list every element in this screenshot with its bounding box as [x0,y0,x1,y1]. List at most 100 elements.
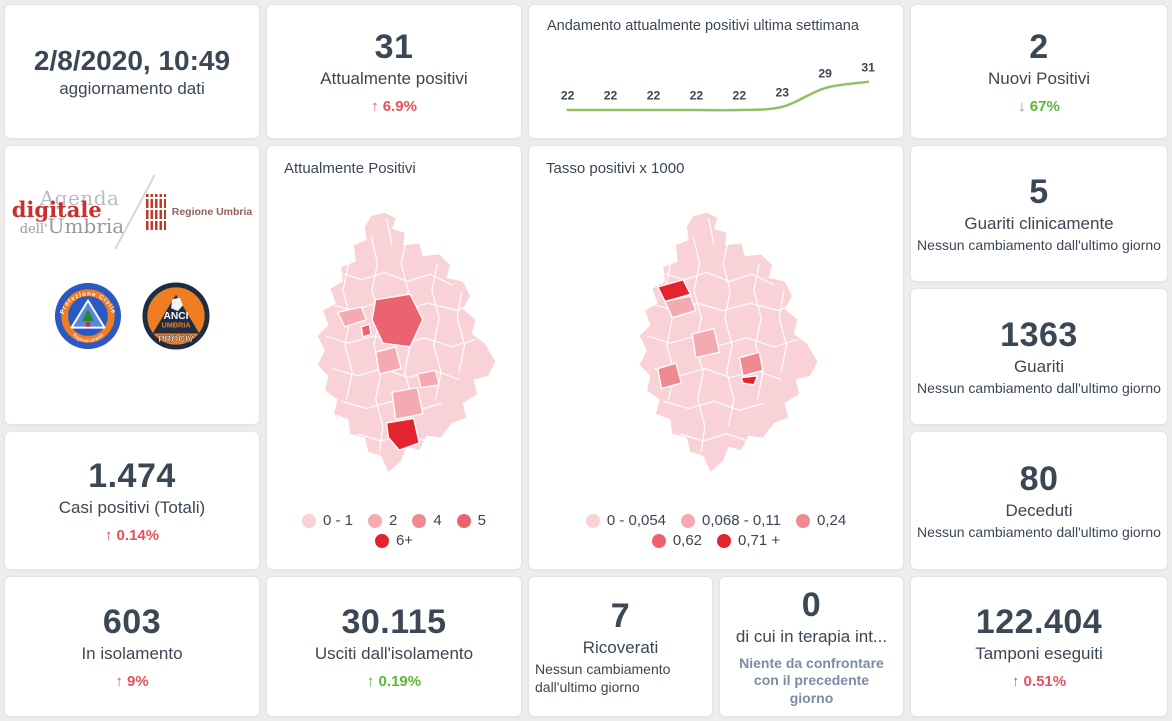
dell-umbria-word: dell'Umbria [19,214,125,238]
metric-value: 5 [1029,172,1049,211]
legend-item: 4 [412,512,442,529]
card-terapia-intensiva: 0 di cui in terapia int... Niente da con… [719,576,904,717]
card-guariti-clinicamente: 5 Guariti clinicamente Nessun cambiament… [910,145,1168,282]
metric-label: Guariti clinicamente [964,213,1114,233]
metric-value: 7 [610,597,631,635]
legend-label: 4 [433,512,442,529]
metric-value: 1.474 [88,457,176,495]
metric-label: Casi positivi (Totali) [58,498,206,517]
svg-text:PROCIV: PROCIV [158,334,194,344]
agenda-word: Agenda [39,186,120,210]
legend-label: 2 [388,512,398,529]
trend-line-chart[interactable]: 22 22 22 22 22 23 29 31 [547,36,885,122]
regione-umbria-emblem-icon [145,194,166,230]
legend-item: 0,068 - 0,11 [681,512,781,529]
card-casi-positivi-totali: 1.474 Casi positivi (Totali) ↑ 0.14% [4,431,260,570]
trend-point-label: 22 [690,89,704,103]
choropleth-map-attualmente[interactable] [267,177,521,512]
legend-color-dot [374,533,389,548]
metric-value: 2 [1029,28,1049,66]
logo-row: Agenda digitale dell'Umbria Regione Umbr… [12,170,253,254]
metric-label: di cui in terapia int... [735,626,888,646]
choropleth-map-tasso[interactable] [529,177,903,512]
metric-delta: ↑ 0.14% [104,527,160,544]
card-deceduti: 80 Deceduti Nessun cambiamento dall'ulti… [910,431,1168,570]
metric-label: Usciti dall'isolamento [314,644,474,663]
legend-label: 0 - 0,054 [606,512,667,529]
card-guariti: 1363 Guariti Nessun cambiamento dall'ult… [910,288,1168,425]
metric-delta: ↑ 9% [115,673,149,690]
card-trend-chart: Andamento attualmente positivi ultima se… [528,4,904,139]
legend-item: 0,62 [651,532,703,549]
metric-value: 0 [801,585,822,624]
legend-item: 5 [456,512,487,529]
legend-item: 2 [367,512,398,529]
update-label: aggiornamento dati [59,78,205,98]
card-ricoverati: 7 Ricoverati Nessun cambiamento dall'ult… [528,576,713,717]
metric-label: Deceduti [1005,500,1073,520]
legend-label: 0,62 [672,532,703,549]
metric-label: In isolamento [81,644,183,663]
metric-note: Nessun cambiamento dall'ultimo giorno [917,379,1161,396]
metric-note: Nessun cambiamento dall'ultimo giorno [917,236,1161,253]
legend-color-dot [651,533,666,548]
metric-delta: ↑ 0.19% [366,673,422,690]
legend-label: 0,068 - 0,11 [702,512,781,529]
metric-value: 1363 [1000,315,1078,354]
card-nuovi-positivi: 2 Nuovi Positivi ↓ 67% [910,4,1168,139]
trend-chart-title: Andamento attualmente positivi ultima se… [547,18,859,34]
regione-umbria-logo: Regione Umbria [145,194,253,230]
trend-line [566,80,870,112]
map-title: Attualmente Positivi [284,160,416,177]
trend-point-label: 29 [818,67,832,81]
metric-delta: ↑ 0.51% [1011,673,1067,690]
card-usciti-isolamento: 30.115 Usciti dall'isolamento ↑ 0.19% [266,576,522,717]
trend-point-label: 22 [647,89,661,103]
badge-row: Protezione Civile Regione Umbria ANCI UM… [54,282,210,350]
legend-color-dot [367,513,382,528]
metric-label: Attualmente positivi [320,69,468,88]
trend-point-label: 22 [604,89,618,103]
legend-color-dot [301,513,316,528]
anci-umbria-prociv-badge-icon: ANCI UMBRIA PROCIV [142,282,210,350]
trend-point-label: 23 [775,86,789,100]
legend-label: 0 - 1 [322,512,353,529]
metric-delta: ↓ 67% [1018,98,1060,115]
legend-label: 0,71 + [738,532,781,549]
metric-value: 31 [374,28,414,66]
legend-color-dot [412,513,427,528]
legend-color-dot [585,513,600,528]
metric-note: Nessun cambiamento dall'ultimo giorno [535,661,671,695]
card-update-time: 2/8/2020, 10:49 aggiornamento dati [4,4,260,139]
legend-item: 0 - 0,054 [585,512,667,529]
metric-value: 30.115 [341,603,447,641]
card-tamponi-eseguiti: 122.404 Tamponi eseguiti ↑ 0.51% [910,576,1168,717]
card-logos: Agenda digitale dell'Umbria Regione Umbr… [4,145,260,425]
legend-label: 6+ [395,532,414,549]
metric-note: Niente da confrontare con il precedente … [739,654,884,706]
legend-color-dot [795,513,810,528]
metric-label: Nuovi Positivi [987,69,1091,88]
metric-value: 603 [102,603,162,641]
card-in-isolamento: 603 In isolamento ↑ 9% [4,576,260,717]
legend-label: 0,24 [816,512,847,529]
metric-delta: ↑ 6.9% [371,98,417,115]
metric-value: 80 [1019,459,1059,498]
regione-umbria-label: Regione Umbria [171,206,253,218]
trend-point-label: 22 [733,89,747,103]
legend-color-dot [456,513,471,528]
card-attualmente-positivi: 31 Attualmente positivi ↑ 6.9% [266,4,522,139]
map-title: Tasso positivi x 1000 [546,160,685,177]
svg-text:ANCI: ANCI [164,311,189,322]
update-datetime: 2/8/2020, 10:49 [33,44,231,76]
protezione-civile-badge-icon: Protezione Civile Regione Umbria [54,282,122,350]
trend-point-label: 22 [561,89,575,103]
legend-color-dot [717,533,732,548]
metric-label: Tamponi eseguiti [975,644,1103,663]
map-legend: 0 - 1 2 4 5 6+ [267,512,521,569]
legend-label: 5 [477,512,487,529]
trend-point-label: 31 [861,60,875,74]
legend-color-dot [681,513,696,528]
metric-note: Nessun cambiamento dall'ultimo giorno [917,523,1161,540]
